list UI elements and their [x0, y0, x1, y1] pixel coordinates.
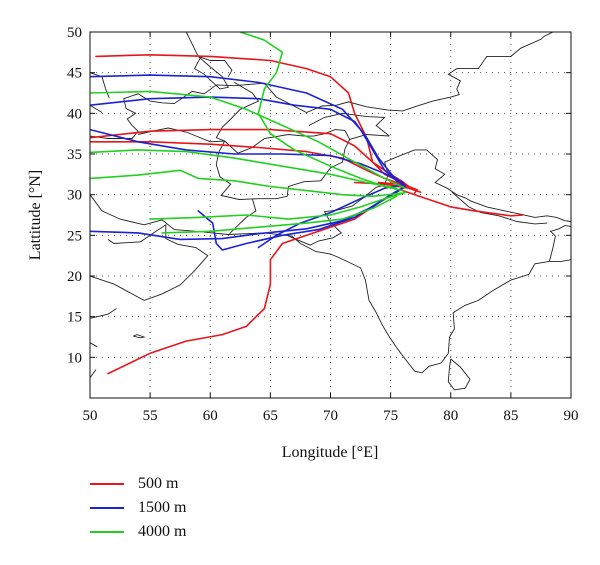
- coastline-basemap: [90, 32, 571, 391]
- coastline-segment: [133, 334, 146, 339]
- x-tick-label: 70: [323, 408, 338, 424]
- coastline-segment: [185, 32, 233, 90]
- coastline-segment: [90, 104, 103, 113]
- legend-item-4000m: 4000 m: [90, 520, 310, 544]
- y-tick-label: 45: [67, 66, 82, 82]
- legend-label-4000m: 4000 m: [138, 523, 187, 540]
- x-tick-label: 80: [443, 408, 458, 424]
- trajectory-1500m: [90, 128, 404, 184]
- x-tick-label: 60: [203, 408, 218, 424]
- x-tick-label: 85: [503, 408, 518, 424]
- y-tick-label: 40: [67, 106, 82, 122]
- legend-swatch-500m: [90, 483, 124, 485]
- coastline-segment: [137, 82, 260, 143]
- x-tick-label: 75: [383, 408, 398, 424]
- y-tick-label: 25: [67, 228, 82, 244]
- trajectory-500m: [401, 189, 524, 217]
- coastline-segment: [548, 225, 571, 262]
- trajectory-1500m: [197, 187, 404, 251]
- x-tick-label: 55: [143, 408, 158, 424]
- x-tick-label: 90: [564, 408, 579, 424]
- trajectory-1500m: [90, 74, 406, 186]
- coastline-segment: [215, 134, 390, 200]
- trajectory-4000m: [239, 32, 404, 192]
- x-tick-label: 50: [83, 408, 98, 424]
- y-tick-label: 50: [67, 25, 82, 41]
- x-axis-title: Longitude [°E]: [282, 444, 379, 461]
- x-tick-label: 65: [263, 408, 278, 424]
- y-tick-label: 20: [67, 269, 82, 285]
- trajectory-1500m: [257, 184, 404, 249]
- coastline-segment: [447, 358, 471, 391]
- coastline-segment: [90, 223, 209, 301]
- legend-swatch-1500m: [90, 507, 124, 509]
- legend-label-500m: 500 m: [138, 475, 179, 492]
- legend: 500 m 1500 m 4000 m: [90, 472, 310, 544]
- axis-ticks: 50 55 60 65 70 75 80 85 90 10 15 20 25 30 35 40 45 50: [67, 25, 579, 424]
- y-axis-title: Lattitude [°N]: [27, 170, 44, 260]
- trajectory-4000m: [90, 169, 404, 198]
- trajectory-4000m: [90, 90, 406, 189]
- trajectory-4000m: [161, 195, 398, 234]
- coastline-segment: [229, 198, 257, 235]
- coastline-segment: [90, 308, 117, 319]
- trajectory-1500m: [90, 96, 404, 185]
- y-tick-label: 15: [67, 310, 82, 326]
- trajectory-4000m: [149, 191, 408, 220]
- coastline-segment: [451, 191, 548, 225]
- trajectory-lines: [90, 32, 524, 375]
- coastline-segment: [288, 149, 571, 246]
- coastline-segment: [308, 112, 390, 137]
- coastline-segment: [90, 32, 554, 139]
- coastline-segment: [90, 342, 98, 348]
- coastline-segment: [90, 72, 110, 99]
- legend-swatch-4000m: [90, 531, 124, 533]
- coastline-segment: [90, 194, 571, 374]
- legend-item-500m: 500 m: [90, 472, 310, 496]
- legend-label-1500m: 1500 m: [138, 499, 187, 516]
- grid-lines: [90, 32, 571, 398]
- y-tick-label: 30: [67, 188, 82, 204]
- y-tick-label: 35: [67, 147, 82, 163]
- legend-item-1500m: 1500 m: [90, 496, 310, 520]
- coastline-segment: [90, 369, 97, 378]
- trajectory-4000m: [90, 149, 398, 189]
- y-tick-label: 10: [67, 350, 82, 366]
